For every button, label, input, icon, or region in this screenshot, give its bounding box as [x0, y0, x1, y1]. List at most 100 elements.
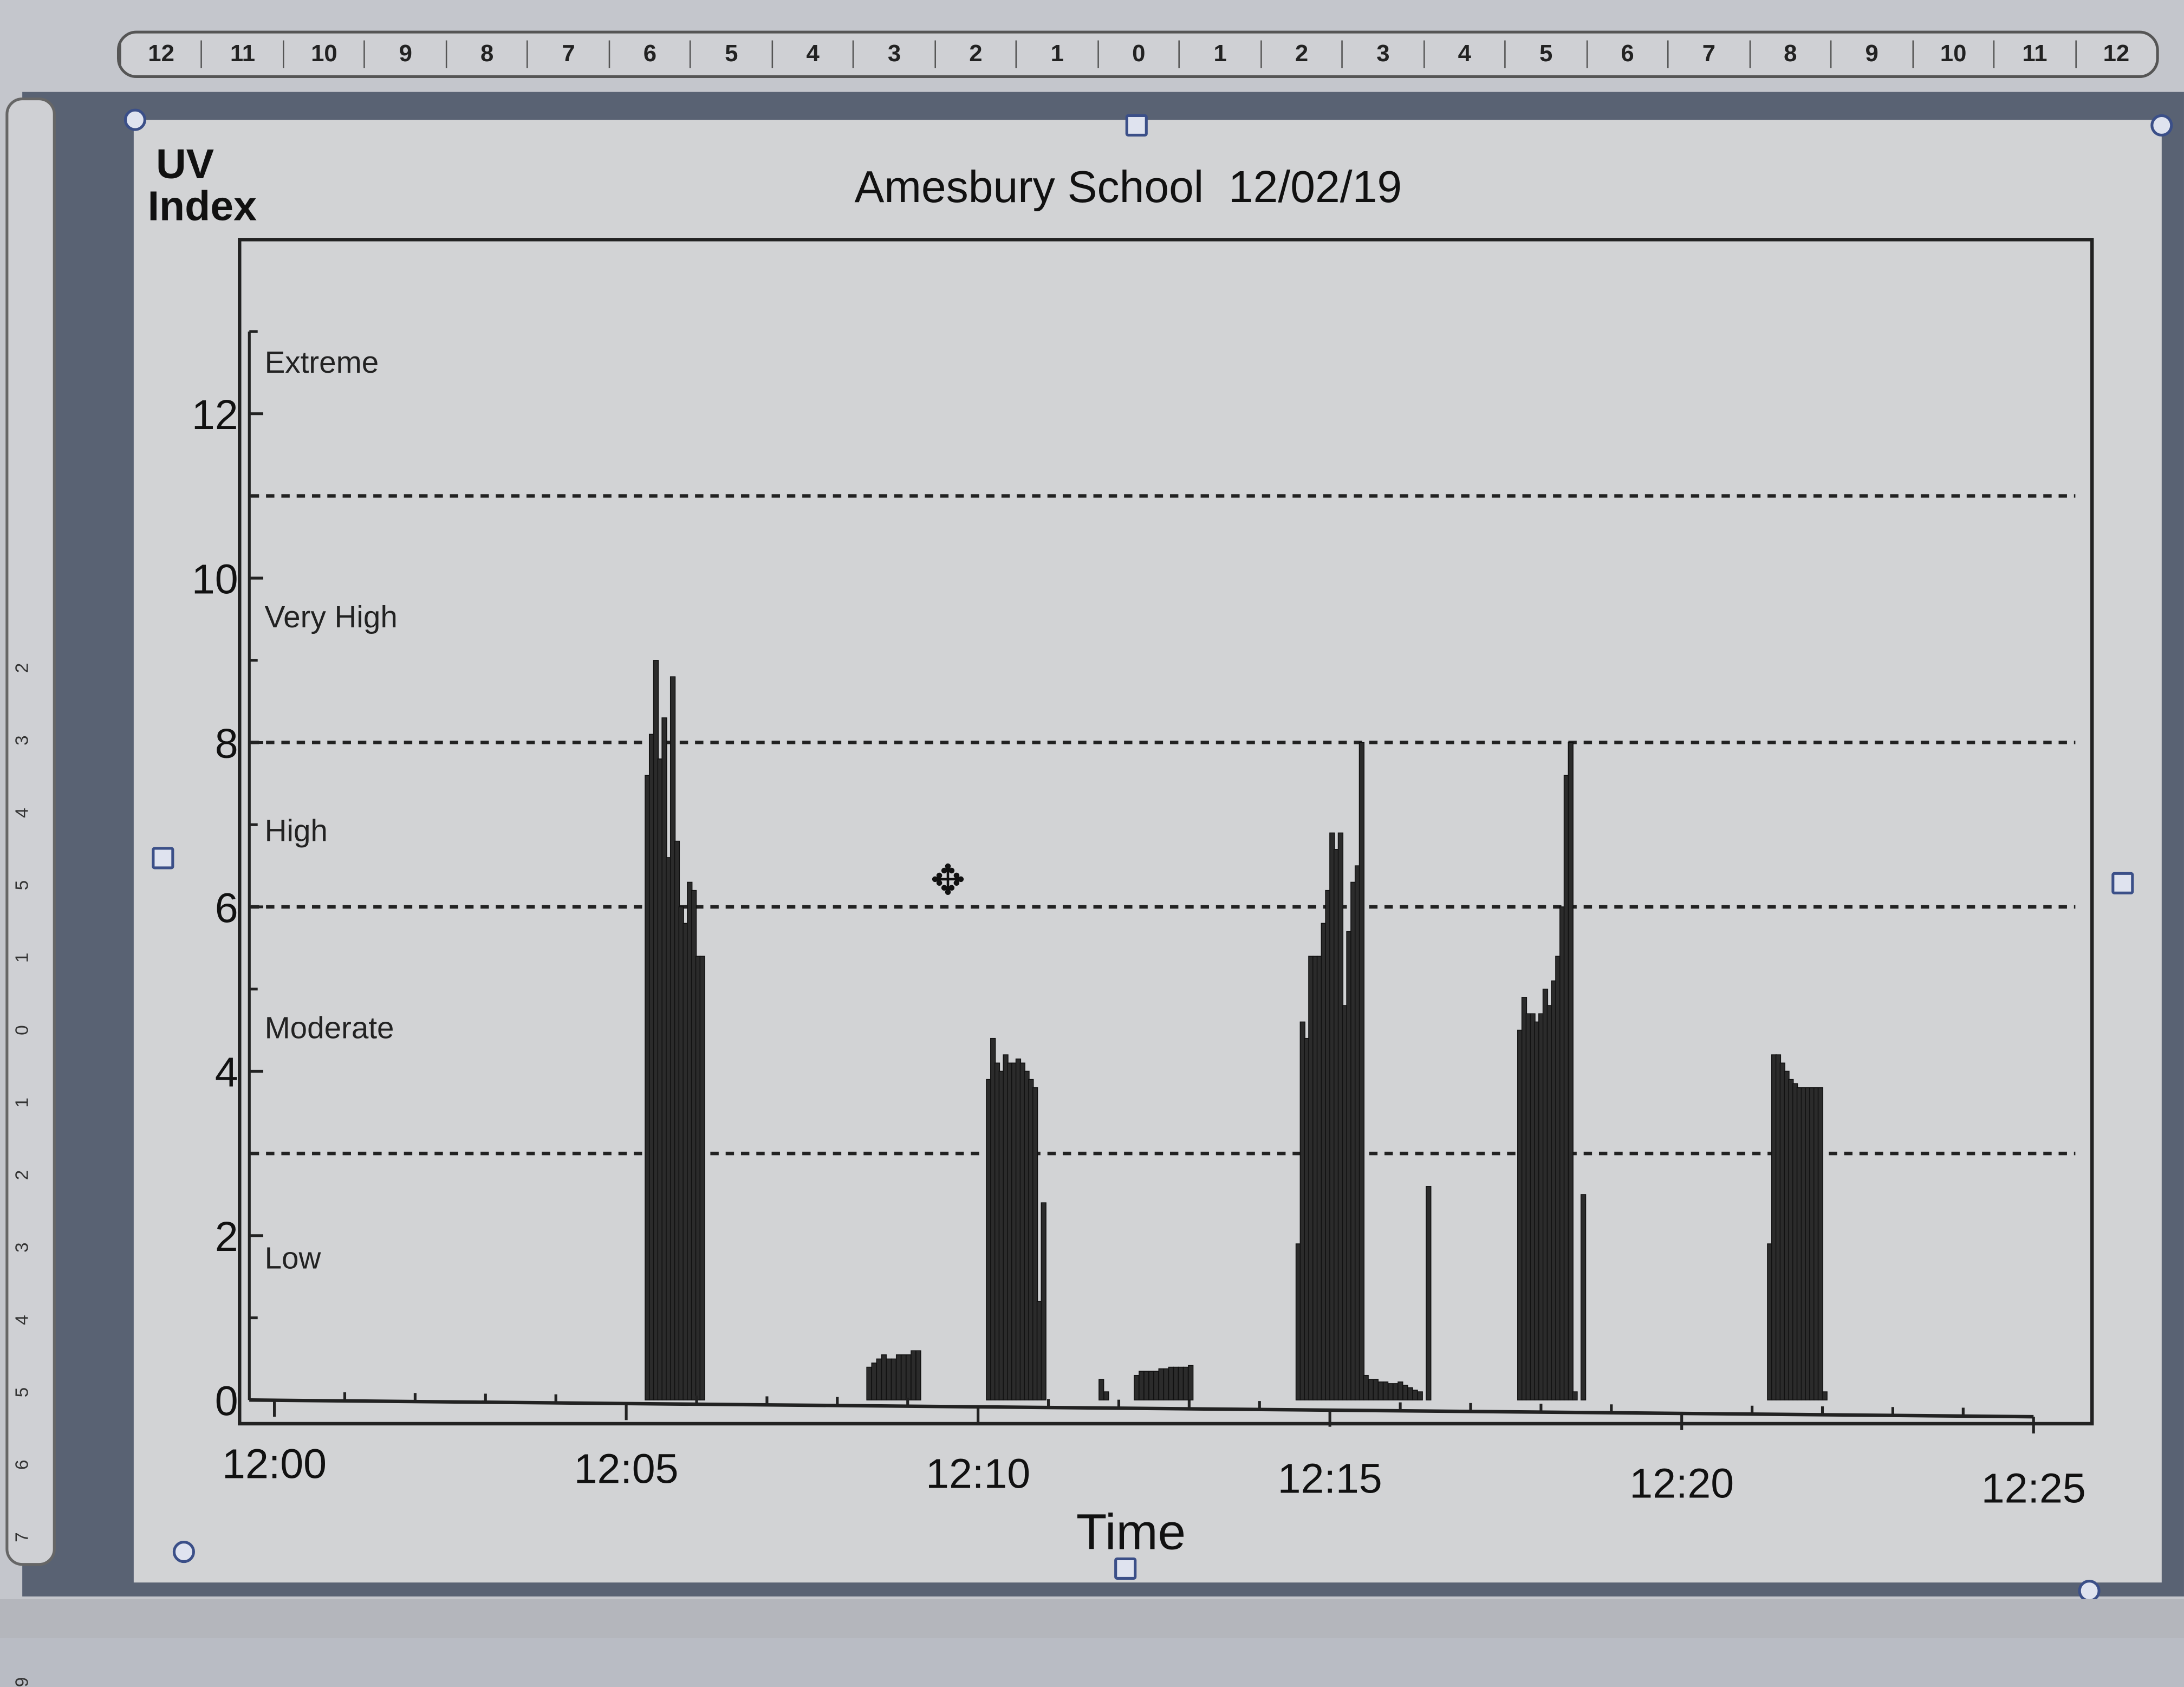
- uv-bar: [1382, 1381, 1389, 1401]
- uv-bar: [886, 1358, 892, 1401]
- uv-bar: [906, 1354, 912, 1401]
- vertical-ruler[interactable]: 234510123456789: [5, 97, 56, 1687]
- resize-handle-bottom-right[interactable]: [2078, 1579, 2101, 1602]
- uv-bar: [911, 1350, 916, 1401]
- ruler-label: 1: [1179, 40, 1260, 68]
- y-tick-label: 6: [215, 885, 238, 931]
- band-label: Extreme: [265, 345, 379, 379]
- ruler-label: 1: [1016, 40, 1097, 68]
- chart-image-selected[interactable]: UV Index Amesbury School 12/02/19 Time E…: [123, 108, 2173, 1602]
- uv-bar: [876, 1358, 882, 1401]
- ruler-label: 3: [11, 1242, 32, 1253]
- x-axis: [249, 1398, 2034, 1419]
- uv-bar: [915, 1350, 921, 1401]
- uv-bar: [1358, 742, 1365, 1401]
- resize-handle-right[interactable]: [2111, 872, 2134, 894]
- x-axis-label: Time: [1076, 1503, 1186, 1560]
- y-tick-label: 10: [192, 556, 238, 602]
- uv-index-chart: UV Index Amesbury School 12/02/19 Time E…: [148, 141, 2094, 1560]
- ruler-label: 2: [11, 663, 32, 673]
- ruler-label: 8: [1748, 40, 1830, 68]
- ruler-label: 7: [527, 40, 608, 68]
- uv-bar: [1822, 1391, 1828, 1401]
- resize-handle-left[interactable]: [152, 847, 174, 870]
- y-axis-label-line2: Index: [148, 183, 257, 229]
- uv-bar: [1143, 1371, 1149, 1401]
- ruler-label: 2: [11, 1170, 32, 1180]
- uv-bar: [881, 1354, 887, 1401]
- ruler-label: 4: [11, 808, 32, 818]
- ruler-label: 0: [11, 1025, 32, 1035]
- uv-bar: [866, 1366, 872, 1401]
- uv-bar: [871, 1362, 877, 1401]
- uv-bar: [895, 1354, 902, 1401]
- ruler-label: 6: [1586, 40, 1667, 68]
- ruler-label: 3: [853, 40, 934, 68]
- ruler-label: 3: [1341, 40, 1423, 68]
- uv-bar: [1417, 1391, 1423, 1401]
- ruler-label: 2: [1260, 40, 1342, 68]
- y-tick-label: 2: [215, 1214, 238, 1260]
- ruler-label: 5: [11, 1387, 32, 1398]
- ruler-label: 7: [11, 1532, 32, 1542]
- uv-bar: [1134, 1374, 1140, 1401]
- ruler-label: 12: [2075, 40, 2156, 68]
- uv-bar: [1580, 1194, 1587, 1401]
- uv-bar: [890, 1358, 897, 1401]
- ruler-label: 4: [11, 1315, 32, 1325]
- ruler-label: 5: [11, 880, 32, 891]
- uv-bar: [1163, 1368, 1169, 1401]
- uv-bar: [1103, 1391, 1109, 1401]
- uv-bar: [1393, 1383, 1399, 1401]
- uv-bar: [1182, 1366, 1189, 1401]
- uv-bar: [1178, 1366, 1184, 1401]
- ruler-label: 3: [11, 735, 32, 746]
- band-label: Low: [265, 1241, 321, 1275]
- ruler-label: 10: [1912, 40, 1993, 68]
- ruler-label: 1: [11, 952, 32, 963]
- uv-bar: [1426, 1186, 1432, 1401]
- x-tick-label: 12:20: [1629, 1460, 1734, 1507]
- resize-handle-top-right[interactable]: [2150, 114, 2173, 137]
- horizontal-ruler[interactable]: 12 11 10 9 8 7 6 5 4 3 2 1 0 1 2 3 4 5 6 7 8 9 10 11 12: [116, 30, 2159, 78]
- ruler-label: 6: [608, 40, 690, 68]
- x-tick-label: 12:15: [1278, 1455, 1382, 1502]
- resize-handle-bottom[interactable]: [1114, 1557, 1137, 1580]
- ruler-label: 7: [1667, 40, 1748, 68]
- x-tick-label: 12:05: [574, 1445, 679, 1492]
- uv-bar: [1032, 1087, 1038, 1401]
- x-tick-label: 12:10: [926, 1450, 1030, 1497]
- resize-handle-top[interactable]: [1125, 114, 1148, 137]
- ruler-label: 8: [445, 40, 527, 68]
- uv-bar: [1158, 1368, 1164, 1401]
- resize-handle-bottom-left[interactable]: [172, 1540, 195, 1563]
- uv-bar: [1148, 1371, 1154, 1401]
- ruler-label: 11: [201, 40, 283, 68]
- uv-bar: [1377, 1381, 1384, 1401]
- uv-bar: [1173, 1366, 1179, 1401]
- uv-bar: [1363, 1374, 1369, 1401]
- ruler-label: 1: [11, 1097, 32, 1108]
- uv-bar: [901, 1354, 907, 1401]
- uv-bar: [1568, 742, 1574, 1401]
- ruler-label: 5: [690, 40, 771, 68]
- resize-handle-top-left[interactable]: [123, 108, 146, 131]
- uv-bar: [1402, 1385, 1408, 1401]
- ruler-label: 0: [1097, 40, 1179, 68]
- ruler-label: 5: [1504, 40, 1586, 68]
- x-tick-label: 12:00: [222, 1441, 327, 1487]
- uv-bar: [1188, 1365, 1194, 1401]
- uv-bar: [1139, 1371, 1145, 1401]
- uv-bar: [1041, 1202, 1046, 1401]
- uv-bar: [1168, 1366, 1174, 1401]
- uv-bar: [1368, 1379, 1374, 1401]
- status-bar: [0, 1599, 2184, 1638]
- ruler-label: 12: [120, 40, 201, 68]
- ruler-label: 9: [11, 1677, 32, 1687]
- x-tick-label: 12:25: [1981, 1465, 2086, 1511]
- uv-bar: [1407, 1387, 1413, 1401]
- uv-bar: [1388, 1383, 1394, 1401]
- uv-bar: [1373, 1379, 1379, 1401]
- uv-bar: [1817, 1087, 1824, 1401]
